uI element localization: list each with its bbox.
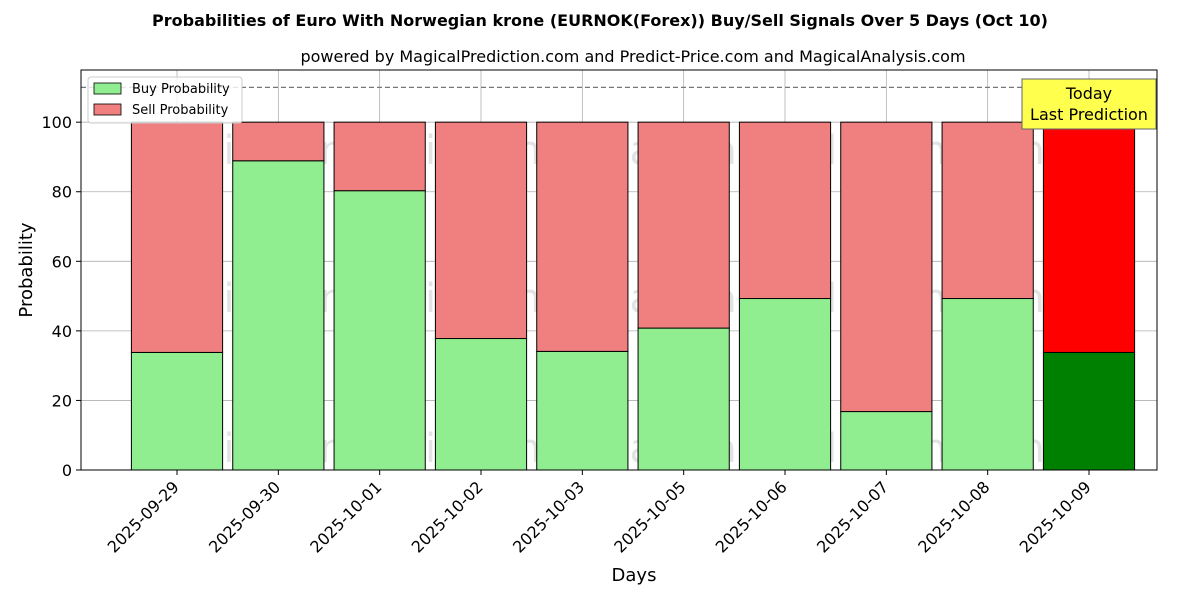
legend-label-buy: Buy Probability [132, 82, 230, 97]
x-tick-label: 2025-10-01 [306, 477, 385, 556]
chart-subtitle: powered by MagicalPrediction.com and Pre… [300, 47, 965, 66]
bar-sell [941, 121, 1034, 300]
legend-box [87, 76, 243, 124]
y-axis-label: Probability [16, 222, 37, 317]
bar-sell [738, 121, 832, 300]
y-tick-label: 0 [62, 461, 72, 480]
bar-sell [333, 121, 426, 192]
bar-buy [738, 298, 832, 471]
bar-buy [637, 327, 730, 471]
legend-swatch-buy [93, 82, 122, 95]
annotation-box [1021, 78, 1157, 130]
bar-buy [333, 190, 426, 471]
bar-buy [941, 298, 1034, 471]
bar-buy [434, 338, 528, 471]
y-tick-label: 80 [52, 183, 72, 202]
legend-swatch-sell [93, 103, 122, 116]
legend-label-sell: Sell Probability [132, 103, 229, 118]
bar-sell [434, 121, 528, 340]
y-tick-label: 100 [41, 113, 72, 132]
x-tick-label: 2025-10-02 [408, 477, 487, 556]
bar-sell [1042, 121, 1136, 353]
y-tick-label: 40 [52, 322, 72, 341]
x-axis-label: Days [612, 565, 657, 586]
x-tick-label: 2025-10-03 [509, 477, 588, 556]
x-tick-label: 2025-10-07 [813, 477, 892, 556]
bar-sell [637, 121, 730, 329]
annotation-line-1: Today [1065, 84, 1112, 103]
bar-buy [232, 160, 325, 471]
chart-title: Probabilities of Euro With Norwegian kro… [152, 11, 1048, 30]
bar-sell [232, 121, 325, 162]
bar-sell [130, 121, 224, 353]
today-annotation: Today Last Prediction [1021, 78, 1157, 130]
x-tick-label: 2025-10-09 [1016, 477, 1095, 556]
bar-sell [536, 121, 629, 352]
x-tick-label: 2025-09-29 [104, 477, 183, 556]
bar-buy [1042, 351, 1136, 471]
annotation-line-2: Last Prediction [1030, 105, 1148, 124]
legend: Buy Probability Sell Probability [87, 76, 243, 124]
bars [130, 121, 1136, 471]
bar-sell [840, 121, 933, 413]
y-tick-label: 20 [52, 391, 72, 410]
bar-buy [536, 350, 629, 471]
plot-frame [80, 69, 1158, 471]
bar-buy [840, 411, 933, 471]
x-tick-label: 2025-10-05 [610, 477, 689, 556]
bar-buy [130, 351, 224, 471]
x-tick-label: 2025-09-30 [205, 477, 284, 556]
x-tick-label: 2025-10-06 [712, 477, 791, 556]
x-tick-label: 2025-10-08 [914, 477, 993, 556]
y-tick-label: 60 [52, 252, 72, 271]
